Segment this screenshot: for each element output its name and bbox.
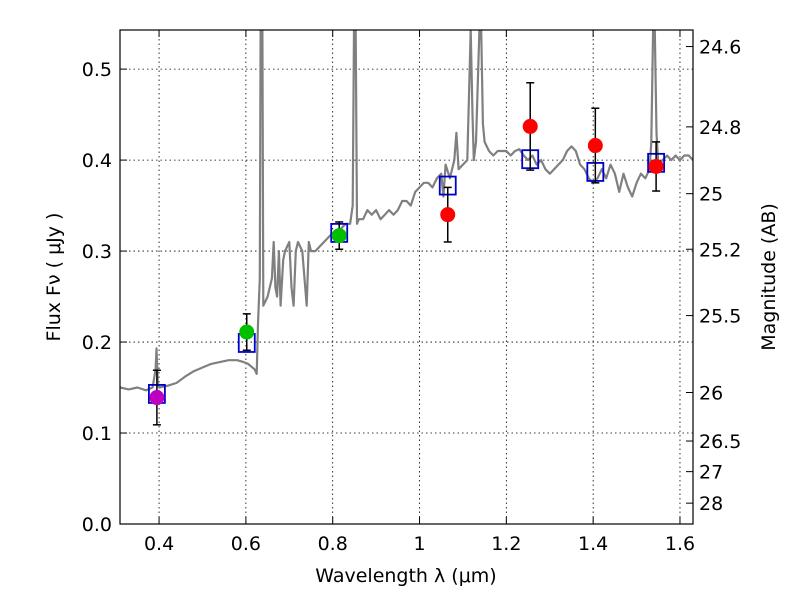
x-tick-label: 0.4 — [144, 533, 174, 555]
observed-point — [587, 138, 603, 154]
mag-tick-label: 25.2 — [699, 239, 741, 261]
x-tick-label: 1.2 — [491, 533, 521, 555]
mag-tick-label: 25.5 — [699, 306, 741, 328]
y-axis-right-label: Magnitude (AB) — [758, 203, 780, 351]
y-tick-label: 0.2 — [82, 332, 112, 354]
x-tick-label: 1.4 — [578, 533, 608, 555]
observed-point — [522, 118, 538, 134]
x-axis-label: Wavelength λ (μm) — [315, 565, 496, 587]
y-axis-label: Flux Fν ( μJy ) — [43, 213, 65, 342]
y-tick-label: 0.4 — [82, 150, 112, 172]
observed-point — [239, 324, 255, 340]
plot-frame — [119, 29, 694, 525]
mag-tick-label: 28 — [699, 493, 723, 515]
observed-point — [149, 390, 165, 406]
model-spectrum-layer — [120, 30, 693, 392]
model-spectrum-line — [120, 30, 693, 392]
y-tick-label: 0.0 — [82, 514, 112, 536]
observed-point — [648, 158, 664, 174]
x-tick-label: 1.6 — [665, 533, 695, 555]
mag-tick-label: 24.6 — [699, 37, 741, 59]
mag-tick-label: 25 — [699, 184, 723, 206]
y-tick-label: 0.1 — [82, 423, 112, 445]
axis-ticks: 0.4 0.6 0.8 1 1.2 1.4 1.6 0.0 0.1 0.2 0.3 0.4 0.5 24.… — [82, 30, 741, 555]
y-tick-label: 0.3 — [82, 241, 112, 263]
x-tick-label: 0.8 — [318, 533, 348, 555]
observed-point — [331, 228, 347, 244]
mag-tick-label: 27 — [699, 462, 723, 484]
x-tick-label: 1 — [413, 533, 425, 555]
mag-tick-label: 26 — [699, 382, 723, 404]
observed-photometry-layer — [149, 82, 664, 426]
x-tick-label: 0.6 — [231, 533, 261, 555]
mag-tick-label: 24.8 — [699, 117, 741, 139]
model-photometry-layer — [147, 149, 666, 404]
mag-tick-label: 26.5 — [699, 431, 741, 453]
grid — [120, 30, 693, 525]
observed-point — [440, 207, 456, 223]
y-tick-label: 0.5 — [82, 59, 112, 81]
